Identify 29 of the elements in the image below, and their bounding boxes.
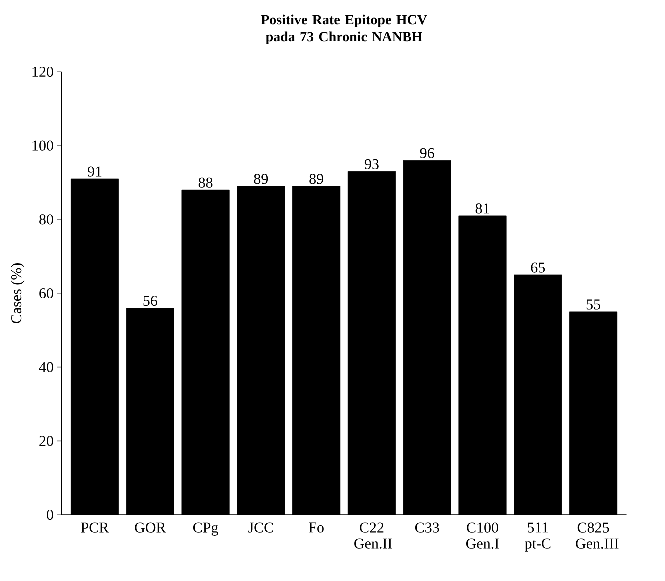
x-tick-label: C825 Gen.III <box>576 522 619 549</box>
chart-title: Positive Rate Epitope HCV pada 73 Chronic NANBH <box>261 14 428 44</box>
data-label: 81 <box>476 204 490 214</box>
x-tick-label: Fo <box>309 522 324 533</box>
data-label: 89 <box>310 174 324 184</box>
y-axis-title: Cases (%) <box>11 264 25 324</box>
y-tick-label: 120 <box>32 66 54 78</box>
data-label: 56 <box>144 296 158 306</box>
y-tick-label: 20 <box>40 436 54 446</box>
data-label: 65 <box>531 262 546 273</box>
y-tick-label: 100 <box>32 140 54 151</box>
x-tick-label: PCR <box>81 522 110 533</box>
data-label: 88 <box>198 178 213 188</box>
data-label: 93 <box>364 159 379 170</box>
y-tick-label: 80 <box>40 214 54 225</box>
x-tick-label: C33 <box>415 522 440 533</box>
x-tick-label: CPg <box>193 522 218 536</box>
x-tick-label: C22 Gen.II <box>354 522 392 549</box>
x-tick-label: GOR <box>135 522 166 533</box>
data-label: 96 <box>420 148 434 158</box>
x-tick-label: JCC <box>248 522 274 533</box>
y-tick-label: 0 <box>47 510 54 520</box>
y-tick-label: 60 <box>40 288 54 299</box>
data-label: 89 <box>254 174 268 184</box>
x-tick-label: 511 pt-C <box>525 522 551 552</box>
data-label: 55 <box>586 300 600 310</box>
x-tick-label: C100 Gen.I <box>466 522 500 549</box>
data-label: 91 <box>88 166 102 177</box>
y-tick-label: 40 <box>39 362 54 372</box>
